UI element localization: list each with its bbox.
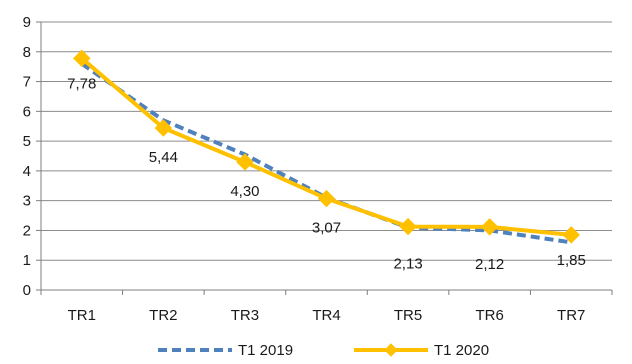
x-tick-label: TR1 [68,307,96,324]
series-group [73,49,580,245]
y-tick-label: 7 [23,74,31,91]
legend-marker [384,343,398,357]
y-tick-label: 3 [23,193,31,210]
x-tick-label: TR3 [231,307,259,324]
y-tick-label: 8 [23,44,31,61]
data-point-marker [562,226,580,244]
data-label: 4,30 [230,183,259,200]
y-tick-label: 4 [23,163,31,180]
data-label: 7,78 [67,75,96,92]
y-tick-label: 5 [23,133,31,150]
data-labels: 7,78 5,44 4,30 3,07 2,13 2,12 1,85 [67,75,586,273]
legend: T1 2019 T1 2020 [158,342,489,359]
data-label: 1,85 [557,252,586,269]
y-tick-label: 0 [23,282,31,299]
data-label: 2,13 [393,256,422,273]
x-tick-label: TR5 [394,307,422,324]
data-point-marker [399,217,417,236]
x-tick-label: TR4 [312,307,340,324]
x-tick-label: TR2 [149,307,177,324]
y-tick-label: 2 [23,222,31,239]
data-label: 2,12 [475,256,504,273]
x-axis: TR1 TR2 TR3 TR4 TR5 TR6 TR7 [40,289,613,324]
series-line [79,56,574,237]
data-label: 5,44 [149,149,178,166]
y-tick-label: 6 [23,103,31,120]
x-tick-label: TR7 [557,307,585,324]
data-point-marker [317,189,336,208]
data-point-marker [154,119,173,137]
data-point-marker [73,49,91,68]
legend-label: T1 2020 [434,342,489,359]
gridlines [41,21,612,261]
y-tick-label: 9 [23,14,31,31]
x-tick-label: TR6 [475,307,503,324]
y-axis: 0 1 2 3 4 5 6 7 8 9 [23,14,42,299]
y-tick-label: 1 [23,252,31,269]
data-point-marker [480,218,499,236]
data-label: 3,07 [312,220,341,237]
data-point-marker [236,153,254,171]
legend-label: T1 2019 [238,342,293,359]
